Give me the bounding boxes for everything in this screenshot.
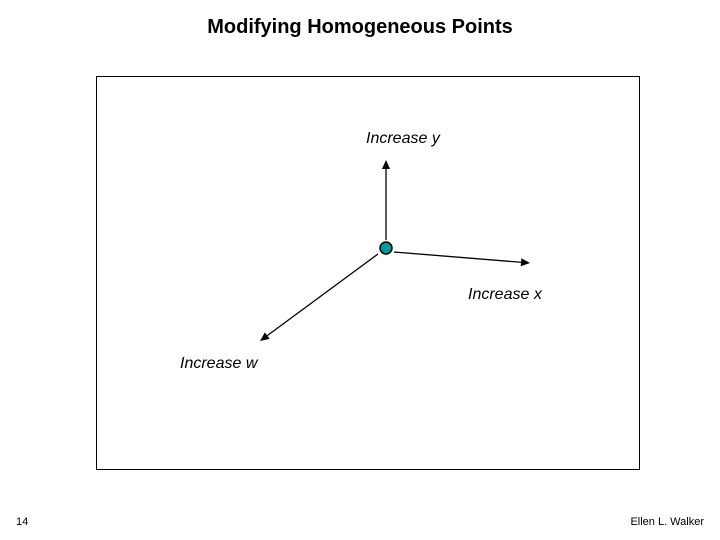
label-increase-x: Increase x [468, 286, 542, 304]
page-number: 14 [16, 516, 28, 528]
axes-diagram [0, 0, 720, 540]
label-increase-y: Increase y [366, 130, 440, 148]
label-increase-w: Increase w [180, 355, 257, 373]
author-name: Ellen L. Walker [630, 516, 704, 528]
